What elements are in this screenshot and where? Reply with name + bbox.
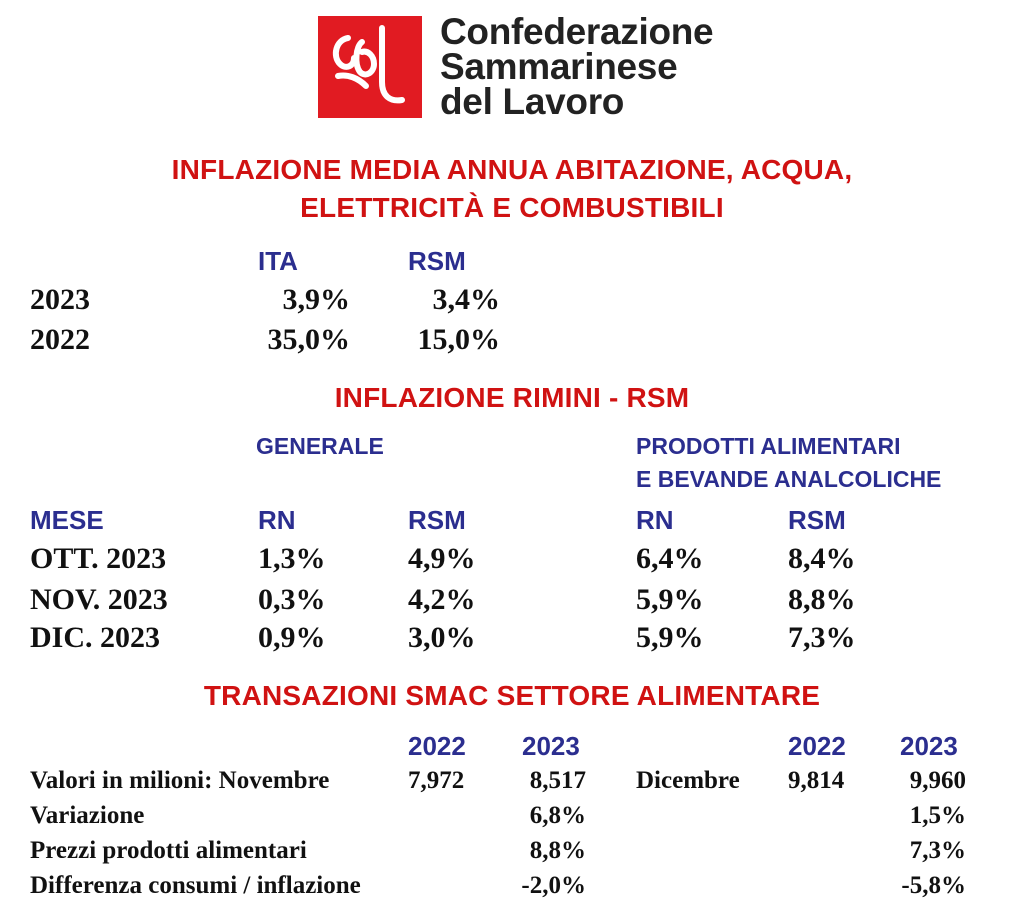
section2-row-mese: NOV. 2023 (30, 583, 168, 616)
section3-hdr-2023-dic: 2023 (900, 731, 958, 761)
csdl-logo-mark (318, 16, 422, 118)
section3-row-label: Differenza consumi / inflazione (30, 872, 361, 899)
section1-row-rsm: 3,4% (432, 283, 501, 316)
section3-dic-value: 7,3% (909, 837, 966, 864)
section2-row-gen-rsm: 3,0% (408, 621, 476, 654)
section2-row-mese: OTT. 2023 (30, 542, 167, 575)
section3-row-label: Prezzi prodotti alimentari (30, 837, 307, 864)
section1-row-year: 2023 (30, 283, 90, 316)
section3-nov-2022-value: 7,972 (408, 767, 465, 794)
section2-row-gen-rsm: 4,2% (408, 583, 476, 616)
section3-row-label: Variazione (30, 802, 145, 829)
section2-group-food-line2: E BEVANDE ANALCOLICHE (636, 466, 942, 492)
section3-title: TRANSAZIONI SMAC SETTORE ALIMENTARE (203, 680, 821, 711)
section1-title-line2: ELETTRICITÀ E COMBUSTIBILI (300, 192, 724, 223)
section3-hdr-2022-dic: 2022 (788, 731, 846, 761)
section1-row-year: 2022 (30, 323, 90, 356)
csdl-monogram-icon (332, 25, 405, 104)
section3-dic-2022-value: 9,814 (788, 767, 845, 794)
section3-hdr-2023-nov: 2023 (522, 731, 580, 761)
section2-row-food-rsm: 8,8% (788, 583, 856, 616)
section2-row-food-rn: 5,9% (636, 621, 704, 654)
section3-dic-value: 1,5% (909, 802, 966, 829)
section3-nov-2023-value: 8,517 (529, 767, 586, 794)
organization-name-line3: del Lavoro (440, 81, 625, 122)
section3-dic-2023-value: 9,960 (909, 767, 966, 794)
section2-row-mese: DIC. 2023 (30, 621, 161, 654)
section3-nov-value: 8,8% (529, 837, 586, 864)
organization-name: Confederazione Sammarinese del Lavoro (440, 11, 714, 122)
section2-row-gen-rn: 0,9% (258, 621, 326, 654)
section2-row-gen-rsm: 4,9% (408, 542, 476, 575)
section3-hdr-2022-nov: 2022 (408, 731, 466, 761)
section2-row-food-rsm: 8,4% (788, 542, 856, 575)
section2-col-rsm-food: RSM (788, 505, 846, 535)
section2-col-rn-food: RN (636, 505, 674, 535)
section1-row-ita: 35,0% (267, 323, 351, 356)
section2-row-gen-rn: 1,3% (258, 542, 326, 575)
section1-title-line1: INFLAZIONE MEDIA ANNUA ABITAZIONE, ACQUA… (171, 154, 853, 185)
section2-col-mese: MESE (30, 505, 104, 535)
section3-dic-value: -5,8% (901, 872, 966, 899)
section2-row-food-rn: 6,4% (636, 542, 704, 575)
section1-row-rsm: 15,0% (417, 323, 501, 356)
section3-nov-value: 6,8% (529, 802, 586, 829)
section2-group-food-line1: PRODOTTI ALIMENTARI (636, 433, 901, 459)
section1-col-rsm: RSM (408, 246, 466, 276)
section2-row-gen-rn: 0,3% (258, 583, 326, 616)
section2-row-food-rn: 5,9% (636, 583, 704, 616)
section3-row-label: Valori in milioni: Novembre (30, 767, 330, 794)
section2-row-food-rsm: 7,3% (788, 621, 856, 654)
section2-group-general: GENERALE (256, 433, 384, 459)
organization-name-line2: Sammarinese (440, 46, 678, 87)
section3-nov-value: -2,0% (521, 872, 586, 899)
section2-title: INFLAZIONE RIMINI - RSM (334, 382, 690, 413)
section3-dic-label: Dicembre (636, 767, 740, 794)
organization-name-line1: Confederazione (440, 11, 714, 52)
section1-row-ita: 3,9% (282, 283, 351, 316)
section2-col-rsm: RSM (408, 505, 466, 535)
section2-col-rn: RN (258, 505, 296, 535)
section1-col-ita: ITA (258, 246, 298, 276)
